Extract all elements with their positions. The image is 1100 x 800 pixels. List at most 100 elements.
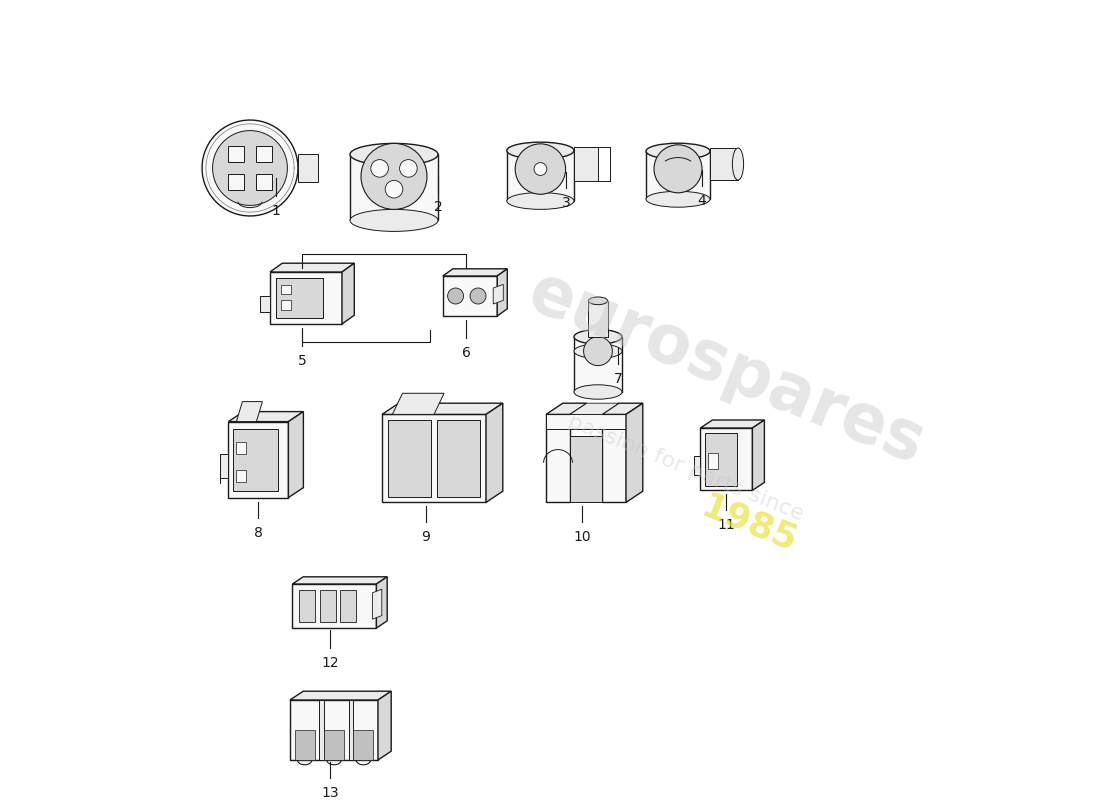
Polygon shape bbox=[588, 301, 607, 337]
Polygon shape bbox=[437, 420, 481, 497]
Text: 9: 9 bbox=[421, 530, 430, 545]
Ellipse shape bbox=[646, 143, 710, 159]
Ellipse shape bbox=[515, 144, 565, 194]
Polygon shape bbox=[486, 403, 503, 502]
Polygon shape bbox=[443, 276, 497, 316]
Ellipse shape bbox=[646, 191, 710, 207]
Text: 1: 1 bbox=[272, 204, 280, 218]
Ellipse shape bbox=[350, 210, 438, 231]
Polygon shape bbox=[212, 130, 287, 206]
Polygon shape bbox=[378, 691, 392, 760]
Text: 12: 12 bbox=[321, 656, 339, 670]
Polygon shape bbox=[236, 470, 246, 482]
Polygon shape bbox=[350, 154, 438, 221]
Polygon shape bbox=[276, 278, 323, 318]
Polygon shape bbox=[293, 577, 387, 584]
Polygon shape bbox=[570, 437, 602, 502]
Text: passion for parts since: passion for parts since bbox=[565, 411, 806, 525]
Polygon shape bbox=[282, 300, 290, 310]
Polygon shape bbox=[236, 402, 263, 422]
Polygon shape bbox=[493, 284, 504, 304]
Polygon shape bbox=[282, 285, 290, 294]
Polygon shape bbox=[574, 147, 598, 181]
Text: 11: 11 bbox=[717, 518, 735, 533]
Polygon shape bbox=[270, 263, 354, 272]
Polygon shape bbox=[299, 590, 315, 622]
Polygon shape bbox=[288, 411, 304, 498]
Polygon shape bbox=[626, 403, 642, 502]
Polygon shape bbox=[256, 146, 273, 162]
Ellipse shape bbox=[588, 297, 607, 305]
Polygon shape bbox=[373, 589, 382, 619]
Ellipse shape bbox=[361, 143, 427, 210]
Text: 13: 13 bbox=[321, 786, 339, 800]
Polygon shape bbox=[376, 577, 387, 628]
Circle shape bbox=[448, 288, 463, 304]
Polygon shape bbox=[546, 414, 570, 502]
Circle shape bbox=[371, 160, 388, 177]
Ellipse shape bbox=[574, 385, 622, 399]
Polygon shape bbox=[507, 150, 574, 201]
Polygon shape bbox=[752, 420, 764, 490]
Polygon shape bbox=[387, 420, 431, 497]
Ellipse shape bbox=[507, 193, 574, 210]
Ellipse shape bbox=[574, 344, 622, 358]
Text: 8: 8 bbox=[254, 526, 263, 541]
Text: 5: 5 bbox=[298, 354, 307, 368]
Polygon shape bbox=[710, 148, 738, 180]
Polygon shape bbox=[646, 151, 710, 199]
Text: 6: 6 bbox=[462, 346, 471, 360]
Polygon shape bbox=[349, 700, 353, 760]
Polygon shape bbox=[320, 590, 336, 622]
Polygon shape bbox=[705, 433, 737, 486]
Polygon shape bbox=[443, 269, 507, 276]
Circle shape bbox=[534, 162, 547, 175]
Polygon shape bbox=[236, 442, 246, 454]
Polygon shape bbox=[574, 337, 622, 392]
Polygon shape bbox=[497, 269, 507, 316]
Polygon shape bbox=[228, 174, 243, 190]
Polygon shape bbox=[701, 420, 764, 428]
Text: 3: 3 bbox=[562, 196, 571, 210]
Polygon shape bbox=[570, 403, 619, 414]
Polygon shape bbox=[708, 453, 718, 469]
Text: 1985: 1985 bbox=[697, 490, 803, 558]
Polygon shape bbox=[290, 691, 392, 700]
Polygon shape bbox=[694, 456, 701, 474]
Polygon shape bbox=[546, 414, 626, 429]
Polygon shape bbox=[298, 154, 318, 182]
Circle shape bbox=[399, 160, 417, 177]
Polygon shape bbox=[602, 403, 642, 414]
Polygon shape bbox=[393, 394, 444, 414]
Polygon shape bbox=[290, 700, 378, 760]
Polygon shape bbox=[229, 422, 288, 498]
Polygon shape bbox=[261, 296, 270, 312]
Polygon shape bbox=[256, 174, 273, 190]
Polygon shape bbox=[270, 272, 342, 324]
Ellipse shape bbox=[654, 145, 702, 193]
Polygon shape bbox=[228, 146, 243, 162]
Ellipse shape bbox=[507, 142, 574, 159]
Polygon shape bbox=[602, 414, 626, 502]
Text: 2: 2 bbox=[433, 200, 442, 214]
Polygon shape bbox=[295, 730, 315, 760]
Polygon shape bbox=[319, 700, 324, 760]
Text: 10: 10 bbox=[573, 530, 591, 545]
Circle shape bbox=[385, 181, 403, 198]
Circle shape bbox=[470, 288, 486, 304]
Polygon shape bbox=[324, 730, 344, 760]
Text: eurospares: eurospares bbox=[518, 258, 934, 478]
Text: 7: 7 bbox=[614, 372, 623, 386]
Polygon shape bbox=[353, 730, 373, 760]
Polygon shape bbox=[229, 411, 304, 422]
Polygon shape bbox=[546, 403, 586, 414]
Polygon shape bbox=[342, 263, 354, 324]
Ellipse shape bbox=[574, 330, 622, 344]
Polygon shape bbox=[382, 414, 486, 502]
Ellipse shape bbox=[733, 148, 744, 180]
Polygon shape bbox=[293, 584, 376, 628]
Text: 4: 4 bbox=[697, 194, 706, 208]
Ellipse shape bbox=[350, 143, 438, 166]
Polygon shape bbox=[340, 590, 356, 622]
Polygon shape bbox=[202, 120, 298, 216]
